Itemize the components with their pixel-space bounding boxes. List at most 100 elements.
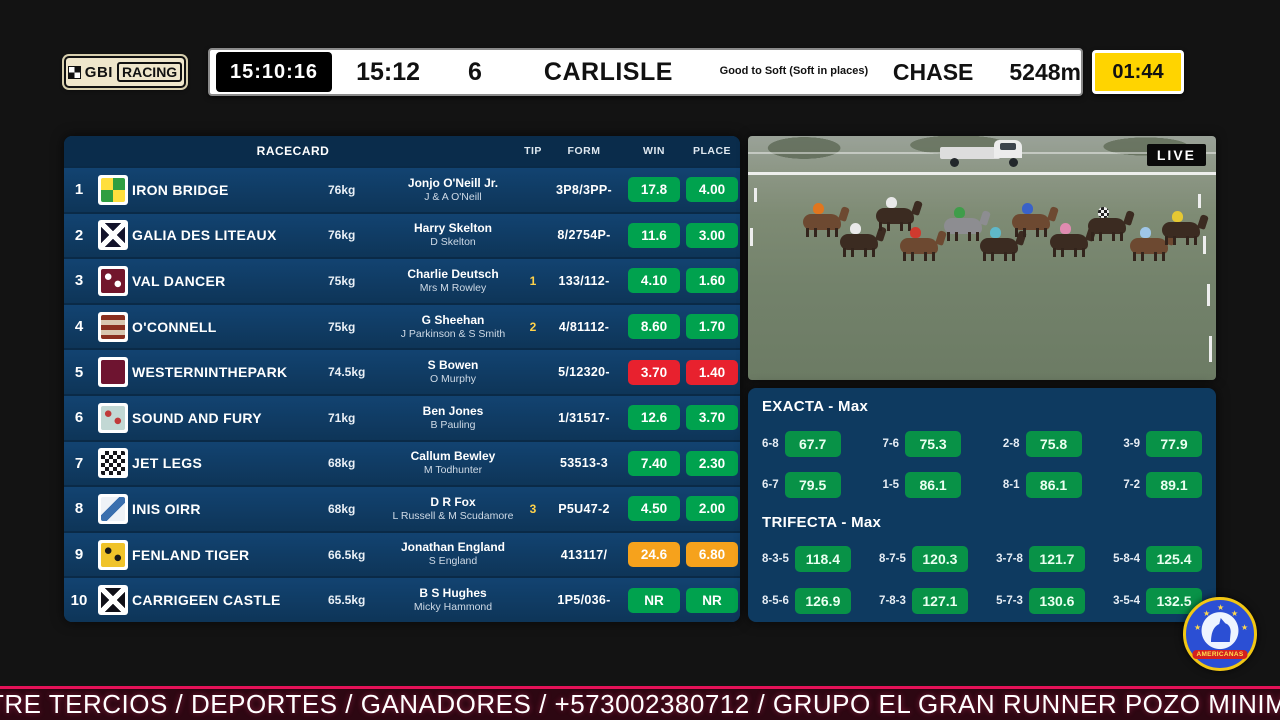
runner-name: INIS OIRR bbox=[132, 500, 201, 517]
combo-label: 7-8-3 bbox=[879, 594, 906, 607]
win-odds-button[interactable]: 4.10 bbox=[628, 268, 680, 294]
place-odds-button[interactable]: 4.00 bbox=[686, 177, 738, 203]
combo-label: 6-8 bbox=[762, 437, 779, 450]
place-odds-button[interactable]: 1.70 bbox=[686, 314, 738, 340]
trifecta-value-button[interactable]: 125.4 bbox=[1146, 546, 1202, 573]
trifecta-value-button[interactable]: 118.4 bbox=[794, 546, 851, 573]
silk-icon bbox=[94, 585, 132, 616]
jockey-trainer: Callum Bewley M Todhunter bbox=[384, 449, 522, 477]
runner-number: 2 bbox=[74, 226, 84, 244]
combo-label: 7-6 bbox=[882, 437, 900, 450]
horse-figure bbox=[1012, 203, 1050, 237]
exacta-value-button[interactable]: 86.1 bbox=[1025, 472, 1082, 499]
star-icon: ★ bbox=[1203, 609, 1211, 618]
tip-rank: 3 bbox=[529, 501, 537, 516]
rail-post bbox=[1207, 284, 1210, 306]
trifecta-value-button[interactable]: 127.1 bbox=[911, 587, 968, 614]
place-odds-button[interactable]: 1.60 bbox=[686, 268, 738, 294]
silk-icon bbox=[94, 402, 132, 433]
exacta-value-button[interactable]: 75.3 bbox=[905, 430, 962, 457]
trainer-name: J Parkinson & S Smith bbox=[400, 327, 506, 340]
runner-weight: 74.5kg bbox=[328, 365, 366, 380]
race-time: 15:12 bbox=[356, 57, 421, 86]
win-odds-button[interactable]: 24.6 bbox=[628, 542, 680, 568]
live-badge: LIVE bbox=[1146, 144, 1206, 166]
exacta-pair: 1-5 86.1 bbox=[882, 472, 962, 499]
runner-weight: 68kg bbox=[328, 456, 356, 471]
racecard-body: 1 IRON BRIDGE 76kg Jonjo O'Neill Jr. J &… bbox=[64, 166, 740, 622]
silk-icon bbox=[94, 493, 132, 524]
runner-name: O'CONNELL bbox=[132, 318, 217, 335]
checkered-flag-icon bbox=[67, 65, 81, 79]
jockey-trainer: S Bowen O Murphy bbox=[384, 358, 522, 386]
runner-weight: 68kg bbox=[328, 501, 356, 516]
form-figures: 8/2754P- bbox=[557, 228, 611, 243]
silk-icon bbox=[94, 311, 132, 342]
trifecta-pair: 8-7-5 120.3 bbox=[879, 546, 968, 573]
runner-name: GALIA DES LITEAUX bbox=[132, 227, 277, 244]
place-odds-button[interactable]: 2.30 bbox=[686, 450, 738, 476]
silk-icon bbox=[94, 265, 132, 296]
star-icon: ★ bbox=[1231, 609, 1239, 618]
win-odds-button[interactable]: 11.6 bbox=[628, 222, 680, 248]
trifecta-value-button[interactable]: 130.6 bbox=[1028, 587, 1085, 614]
trifecta-row: 8-3-5 118.4 8-7-5 120.3 3-7-8 121.7 5-8-4 12… bbox=[762, 546, 1202, 573]
win-odds-button[interactable]: 3.70 bbox=[628, 359, 680, 385]
horse-figure bbox=[1130, 227, 1168, 261]
place-odds-button[interactable]: 1.40 bbox=[686, 359, 738, 385]
ticker: TRE TERCIOS / DEPORTES / GANADORES / +57… bbox=[0, 686, 1280, 720]
table-row: 3 VAL DANCER 75kg Charlie Deutsch Mrs M … bbox=[64, 257, 740, 303]
table-row: 9 FENLAND TIGER 66.5kg Jonathan England … bbox=[64, 530, 740, 577]
jockey-name: Ben Jones bbox=[422, 403, 484, 418]
race-info-bar: 15:10:16 15:12 6 CARLISLE Good to Soft (… bbox=[208, 48, 1083, 96]
race-type: CHASE bbox=[892, 58, 974, 85]
win-odds-button[interactable]: 8.60 bbox=[628, 314, 680, 340]
exacta-value-button[interactable]: 77.9 bbox=[1145, 430, 1202, 457]
win-odds-button[interactable]: 12.6 bbox=[628, 405, 680, 431]
trifecta-value-button[interactable]: 120.3 bbox=[911, 546, 968, 573]
place-odds-button[interactable]: 6.80 bbox=[686, 542, 738, 568]
exacta-value-button[interactable]: 75.8 bbox=[1025, 430, 1082, 457]
runner-number: 4 bbox=[74, 318, 84, 336]
win-odds-button[interactable]: 4.50 bbox=[628, 496, 680, 522]
win-odds-button[interactable]: 17.8 bbox=[628, 177, 680, 203]
place-odds-button[interactable]: 3.70 bbox=[686, 405, 738, 431]
exacta-value-button[interactable]: 86.1 bbox=[905, 472, 962, 499]
combo-label: 8-7-5 bbox=[879, 553, 906, 566]
jockey-name: Harry Skelton bbox=[413, 221, 493, 236]
channel-logo-badge: ★ ★ ★ ★ ★ AMERICANAS bbox=[1183, 597, 1257, 671]
win-odds-button[interactable]: NR bbox=[628, 587, 680, 613]
trainer-name: Mrs M Rowley bbox=[419, 281, 487, 294]
jockey-trainer: D R Fox L Russell & M Scudamore bbox=[384, 495, 522, 523]
pools-panel: EXACTA - Max 6-8 67.7 7-6 75.3 2-8 75.8 3-9… bbox=[748, 388, 1216, 622]
exacta-pair: 6-7 79.5 bbox=[762, 472, 841, 499]
jockey-trainer: Jonjo O'Neill Jr. J & A O'Neill bbox=[384, 176, 522, 204]
place-odds-button[interactable]: NR bbox=[686, 587, 738, 613]
trainer-name: S England bbox=[428, 555, 478, 568]
exacta-row: 6-8 67.7 7-6 75.3 2-8 75.8 3-9 77.9 bbox=[762, 430, 1202, 457]
runner-weight: 75kg bbox=[328, 319, 356, 334]
runner-number: 1 bbox=[74, 181, 84, 199]
exacta-value-button[interactable]: 79.5 bbox=[784, 472, 841, 499]
silk-icon bbox=[94, 539, 132, 570]
star-icon: ★ bbox=[1217, 603, 1225, 612]
exacta-value-button[interactable]: 89.1 bbox=[1145, 472, 1202, 499]
exacta-row: 6-7 79.5 1-5 86.1 8-1 86.1 7-2 89.1 bbox=[762, 472, 1202, 499]
place-odds-button[interactable]: 2.00 bbox=[686, 496, 738, 522]
exacta-pair: 3-9 77.9 bbox=[1123, 430, 1202, 457]
table-row: 7 JET LEGS 68kg Callum Bewley M Todhunte… bbox=[64, 439, 740, 486]
trifecta-pair: 3-5-4 132.5 bbox=[1113, 587, 1202, 614]
column-header-win: WIN bbox=[643, 145, 665, 157]
trifecta-value-button[interactable]: 126.9 bbox=[794, 587, 851, 614]
horse-figure bbox=[900, 227, 938, 261]
runner-number: 5 bbox=[74, 363, 84, 381]
exacta-value-button[interactable]: 67.7 bbox=[784, 430, 841, 457]
combo-label: 3-7-8 bbox=[996, 553, 1023, 566]
jockey-name: Jonathan England bbox=[400, 540, 505, 555]
table-row: 1 IRON BRIDGE 76kg Jonjo O'Neill Jr. J &… bbox=[64, 166, 740, 212]
place-odds-button[interactable]: 3.00 bbox=[686, 222, 738, 248]
runner-weight: 65.5kg bbox=[328, 593, 366, 608]
jockey-trainer: B S Hughes Micky Hammond bbox=[384, 586, 522, 614]
trifecta-value-button[interactable]: 121.7 bbox=[1028, 546, 1085, 573]
win-odds-button[interactable]: 7.40 bbox=[628, 450, 680, 476]
